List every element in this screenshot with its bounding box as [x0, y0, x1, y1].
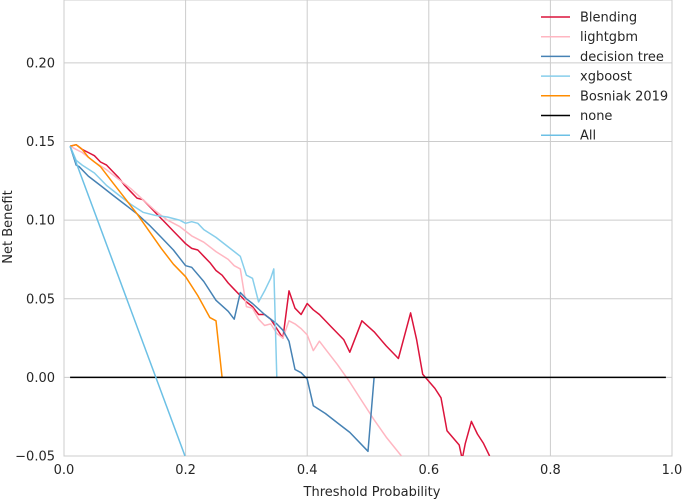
y-tick-label: 0.15 [26, 135, 55, 150]
series-line-blending [69, 143, 491, 456]
legend-label: xgboost [580, 70, 632, 85]
series-line-xgboost [69, 145, 278, 378]
legend-label: none [580, 109, 612, 124]
x-tick-label: 0.6 [418, 463, 439, 478]
x-tick-label: 0.0 [54, 463, 75, 478]
legend-label: Bosniak 2019 [580, 89, 668, 104]
legend: Blending lightgbm decision tree xgboost Bosn… [541, 11, 668, 144]
y-axis-label: Net Benefit [1, 190, 16, 263]
axes: 0.0 0.2 0.4 0.6 0.8 1.0 −0.05 0.00 0.05 0.10 0.15 0… [15, 56, 682, 478]
series-line-all [69, 145, 186, 456]
series-lines [69, 143, 666, 456]
plot-frame [63, 0, 673, 457]
legend-label: All [580, 129, 596, 144]
x-axis-label: Threshold Probability [303, 485, 441, 500]
grid [63, 0, 673, 457]
x-tick-label: 1.0 [662, 463, 683, 478]
legend-label: lightgbm [580, 30, 638, 45]
y-tick-label: 0.00 [26, 371, 55, 386]
x-tick-label: 0.2 [175, 463, 196, 478]
y-tick-label: −0.05 [15, 450, 55, 465]
series-line-bosniak-2019 [69, 143, 223, 378]
series-line-lightgbm [69, 145, 402, 456]
x-tick-label: 0.8 [540, 463, 561, 478]
y-tick-label: 0.05 [26, 292, 55, 307]
x-tick-label: 0.4 [297, 463, 318, 478]
y-tick-label: 0.20 [26, 56, 55, 71]
legend-label: Blending [580, 11, 637, 26]
legend-label: decision tree [580, 50, 664, 65]
y-tick-label: 0.10 [26, 214, 55, 229]
series-line-decision-tree [69, 145, 375, 453]
